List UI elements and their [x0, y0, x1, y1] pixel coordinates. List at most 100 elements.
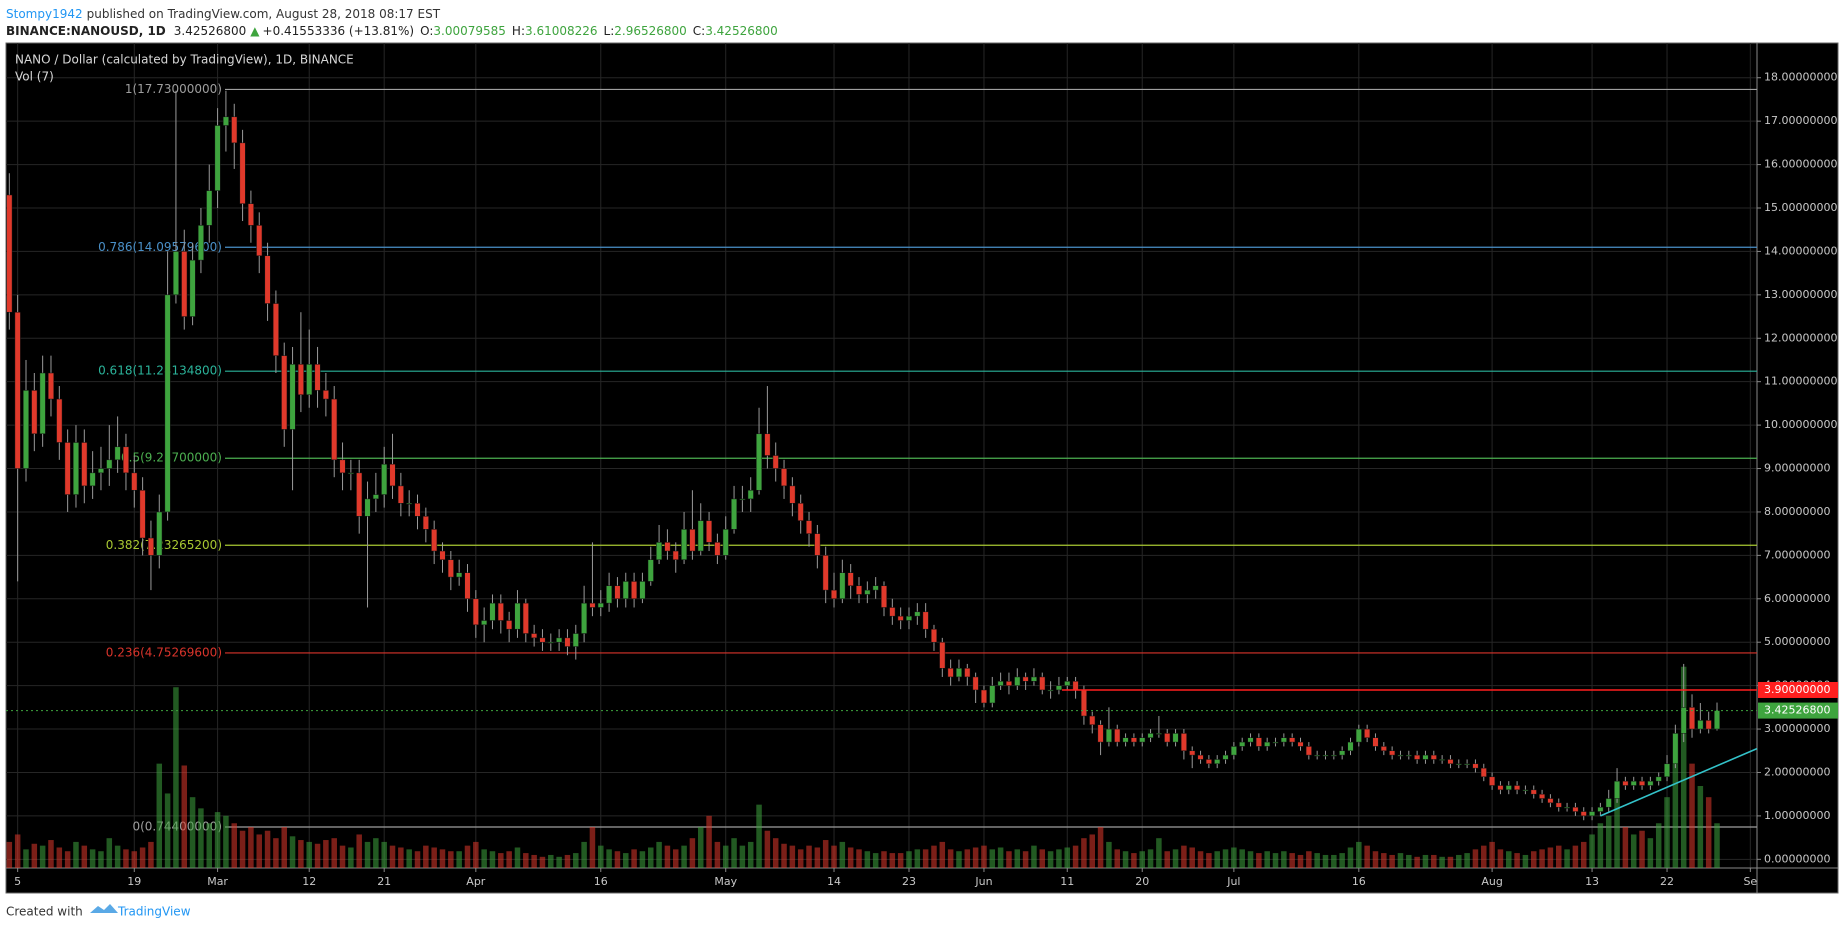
- candle-body: [397, 485, 404, 504]
- candle-body: [39, 372, 46, 435]
- volume-bar: [1506, 851, 1512, 868]
- candle-body: [514, 602, 521, 630]
- y-tick-label: 18.00000000: [1764, 71, 1837, 84]
- y-tick-label: 16.00000000: [1764, 158, 1837, 171]
- candle-body: [97, 468, 104, 474]
- volume-bar: [856, 849, 862, 868]
- footer-text: Created with: [6, 905, 83, 919]
- volume-bar: [1464, 853, 1470, 868]
- volume-bar: [1497, 849, 1504, 868]
- candle-body: [447, 559, 454, 578]
- volume-bar: [431, 847, 437, 868]
- volume-bar: [523, 853, 529, 868]
- candle-body: [1639, 780, 1646, 786]
- candle-body: [1614, 780, 1621, 799]
- x-tick-label: Jul: [1226, 875, 1240, 888]
- volume-bar: [1289, 853, 1295, 868]
- footer-brand[interactable]: TradingView: [117, 905, 191, 919]
- volume-bar: [189, 797, 196, 868]
- volume-bar: [1531, 851, 1537, 868]
- volume-bar: [1472, 849, 1479, 868]
- candle-body: [789, 485, 796, 504]
- volume-bar: [439, 849, 446, 868]
- candle-body: [656, 542, 663, 560]
- ohlc-label: H:: [512, 24, 525, 38]
- volume-bar: [1072, 845, 1079, 868]
- volume-bar: [481, 849, 487, 868]
- candle-body: [1272, 741, 1279, 744]
- volume-bar: [1247, 851, 1254, 868]
- volume-bar: [248, 827, 254, 868]
- fib-label: 0.236(4.75269600): [106, 645, 222, 659]
- published: published on TradingView.com, August 28,…: [87, 7, 441, 21]
- candle-body: [1097, 724, 1104, 743]
- candle-body: [1580, 811, 1587, 817]
- volume-bar: [281, 827, 287, 868]
- candle-body: [1080, 689, 1087, 717]
- candle-body: [439, 550, 446, 560]
- candle-body: [1064, 681, 1071, 686]
- volume-bar: [1431, 854, 1437, 868]
- volume-bar: [847, 847, 854, 868]
- volume-bar: [906, 851, 912, 868]
- volume-bar: [514, 847, 521, 868]
- candle-body: [739, 498, 746, 501]
- candle-body: [481, 620, 488, 626]
- x-tick-label: 13: [1585, 875, 1599, 888]
- candle-body: [1180, 733, 1187, 752]
- volume-bar: [1439, 856, 1445, 868]
- volume-bar: [464, 845, 471, 868]
- volume-bar: [214, 812, 221, 868]
- volume-bar: [1614, 797, 1620, 868]
- volume-bar: [356, 834, 362, 868]
- candle-body: [1455, 763, 1462, 766]
- volume-bar: [456, 851, 462, 868]
- candle-body: [1547, 798, 1554, 804]
- candle-body: [356, 472, 363, 517]
- volume-bar: [1605, 815, 1612, 868]
- volume-bar: [31, 843, 38, 868]
- candle-body: [831, 589, 838, 600]
- volume-bar: [323, 840, 329, 868]
- candle-body: [72, 442, 79, 495]
- volume-bar: [156, 763, 163, 868]
- volume-bar: [414, 851, 421, 868]
- volume-bar: [631, 849, 637, 868]
- volume-bar: [1597, 823, 1604, 868]
- volume-bar: [239, 830, 246, 868]
- volume-bar: [1555, 845, 1562, 868]
- candle-body: [556, 637, 563, 643]
- volume-bar: [198, 808, 204, 868]
- x-tick-label: 16: [1352, 875, 1366, 888]
- volume-bar: [1047, 851, 1054, 868]
- volume-bar: [1689, 763, 1695, 868]
- candle-body: [772, 455, 779, 469]
- candle-body: [764, 433, 771, 456]
- trendline: [1600, 747, 1758, 817]
- volume-bar: [614, 851, 621, 868]
- logo: [90, 904, 118, 913]
- candle-body: [431, 529, 438, 552]
- author[interactable]: Stompy1942: [6, 7, 83, 21]
- x-tick-label: 22: [1660, 875, 1674, 888]
- volume-bar: [289, 836, 296, 868]
- volume-bar: [1322, 854, 1329, 868]
- candle-body: [1022, 676, 1029, 682]
- volume-bar: [1372, 851, 1379, 868]
- candle-body: [389, 463, 396, 487]
- candle-body: [222, 116, 229, 126]
- volume-bar: [1481, 845, 1487, 868]
- candle-body: [1330, 754, 1337, 757]
- candle-body: [239, 142, 246, 204]
- candle-body: [980, 689, 987, 704]
- y-tick-label: 5.00000000: [1764, 635, 1830, 648]
- volume-bar: [806, 845, 812, 868]
- volume-bar: [73, 841, 79, 868]
- candle-body: [614, 585, 621, 600]
- volume-bar: [889, 853, 896, 868]
- volume-bar: [731, 838, 737, 868]
- volume-bar: [339, 845, 346, 868]
- volume-bar: [406, 849, 412, 868]
- y-tick-label: 0.00000000: [1764, 852, 1830, 865]
- volume-bar: [1147, 849, 1154, 868]
